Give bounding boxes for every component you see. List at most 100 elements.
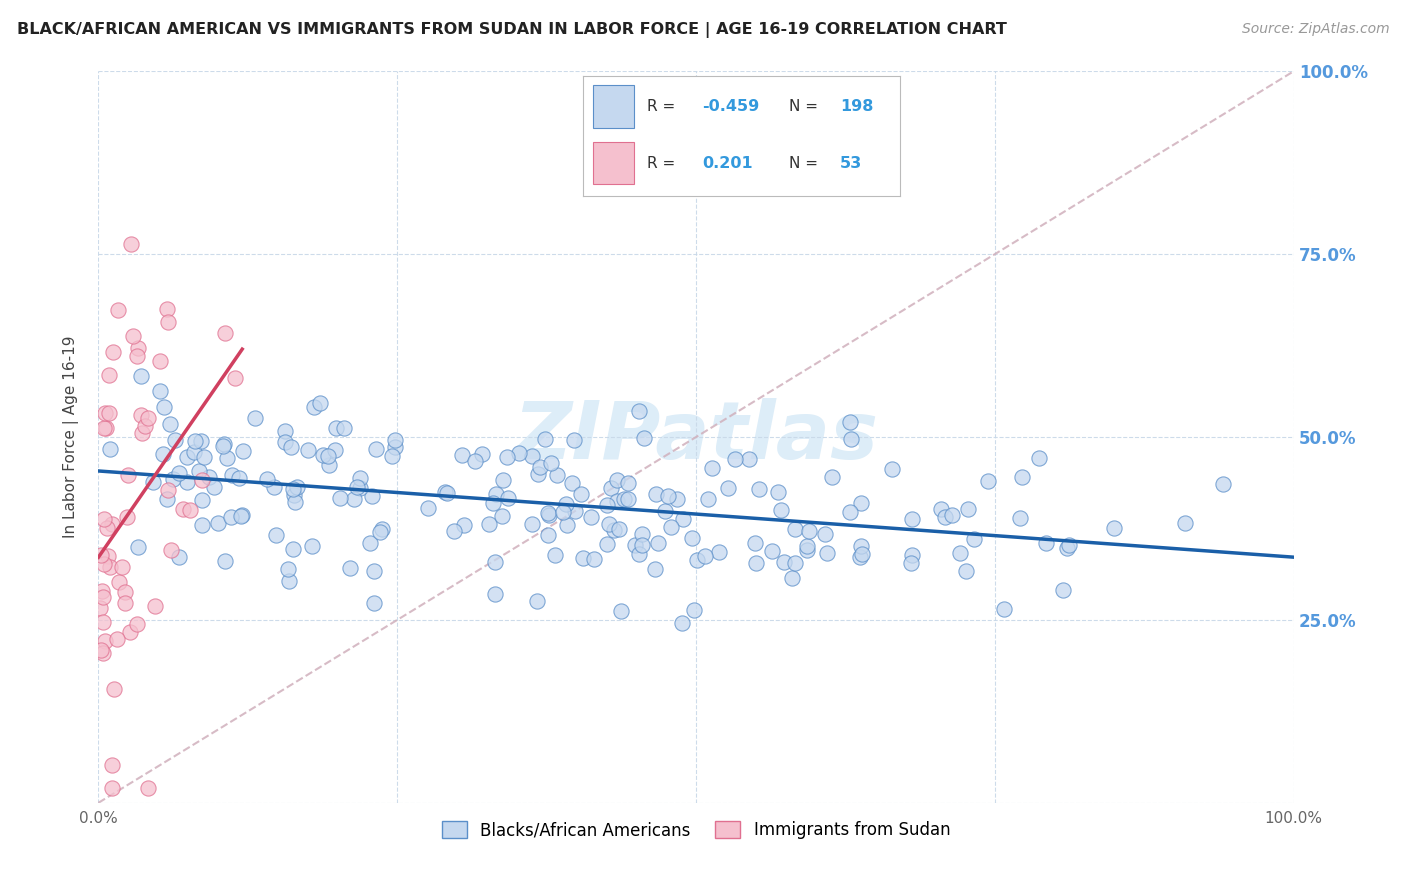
Point (508, 446, 530, 460)
Point (572, 551, 595, 566)
Point (93, 420, 115, 434)
Point (849, 496, 872, 510)
Point (551, 505, 574, 519)
Point (443, 524, 465, 538)
Point (136, 781, 159, 796)
Point (283, 488, 305, 502)
Point (117, 467, 139, 482)
Point (212, 440, 235, 454)
Point (600, 481, 623, 495)
Text: ZIPatlas: ZIPatlas (513, 398, 879, 476)
Point (596, 498, 619, 512)
Point (1035, 536, 1057, 550)
Point (453, 518, 475, 533)
Point (176, 450, 198, 464)
Point (773, 555, 796, 569)
Point (91, 584, 114, 599)
Point (156, 301, 179, 316)
Point (1010, 511, 1032, 525)
Point (91, 590, 114, 604)
Point (111, 560, 134, 574)
Point (90, 548, 112, 562)
Point (540, 456, 562, 470)
Point (368, 525, 391, 540)
Point (492, 473, 515, 487)
Point (221, 510, 243, 524)
Point (136, 410, 159, 425)
Point (280, 440, 302, 454)
Point (131, 409, 153, 423)
Point (796, 543, 818, 558)
Point (96, 521, 118, 535)
Point (153, 400, 176, 414)
Point (537, 508, 560, 522)
Point (363, 564, 385, 578)
Point (304, 401, 326, 415)
Point (91, 615, 114, 629)
Point (451, 449, 474, 463)
Point (159, 543, 181, 558)
Point (284, 495, 307, 509)
Point (349, 471, 371, 485)
Point (491, 508, 513, 523)
Point (724, 451, 747, 466)
Point (839, 505, 862, 519)
Point (993, 602, 1015, 616)
Point (384, 440, 406, 454)
Point (849, 539, 872, 553)
Point (91, 646, 114, 660)
Point (748, 482, 770, 496)
Point (495, 450, 517, 465)
Point (101, 781, 124, 796)
Legend: Blacks/African Americans, Immigrants from Sudan: Blacks/African Americans, Immigrants fro… (434, 814, 957, 846)
Text: R =: R = (647, 99, 675, 114)
Point (1052, 582, 1074, 597)
Point (562, 433, 585, 447)
Point (520, 449, 543, 463)
Point (107, 302, 129, 317)
Point (564, 504, 586, 518)
Point (162, 472, 184, 486)
Point (609, 522, 631, 536)
Point (766, 485, 789, 500)
Point (745, 556, 768, 570)
Point (815, 545, 838, 559)
Text: BLACK/AFRICAN AMERICAN VS IMMIGRANTS FROM SUDAN IN LABOR FORCE | AGE 16-19 CORRE: BLACK/AFRICAN AMERICAN VS IMMIGRANTS FRO… (17, 22, 1007, 38)
Point (231, 508, 253, 523)
Point (221, 468, 243, 483)
Text: R =: R = (647, 155, 675, 170)
Text: Source: ZipAtlas.com: Source: ZipAtlas.com (1241, 22, 1389, 37)
Point (671, 616, 693, 631)
Point (363, 596, 385, 610)
Point (149, 384, 172, 399)
Point (606, 473, 628, 487)
Point (214, 326, 236, 340)
Point (98, 442, 121, 457)
Point (217, 451, 239, 466)
Text: -0.459: -0.459 (702, 99, 759, 114)
Point (595, 536, 617, 550)
Point (478, 516, 501, 531)
Point (97, 368, 120, 382)
Point (484, 587, 506, 601)
Point (529, 460, 551, 475)
Point (672, 512, 695, 526)
Point (156, 491, 179, 506)
Point (297, 442, 319, 457)
Point (131, 425, 153, 440)
Point (184, 434, 207, 449)
Point (333, 421, 356, 435)
Point (169, 466, 191, 480)
Point (955, 564, 977, 578)
Point (224, 371, 246, 385)
Point (281, 542, 304, 557)
Point (263, 480, 285, 494)
Point (569, 487, 592, 501)
Point (179, 503, 201, 517)
Point (97, 406, 120, 420)
Point (120, 237, 142, 252)
Point (285, 479, 308, 493)
Point (103, 681, 125, 696)
Point (527, 467, 550, 482)
Text: 198: 198 (839, 99, 873, 114)
